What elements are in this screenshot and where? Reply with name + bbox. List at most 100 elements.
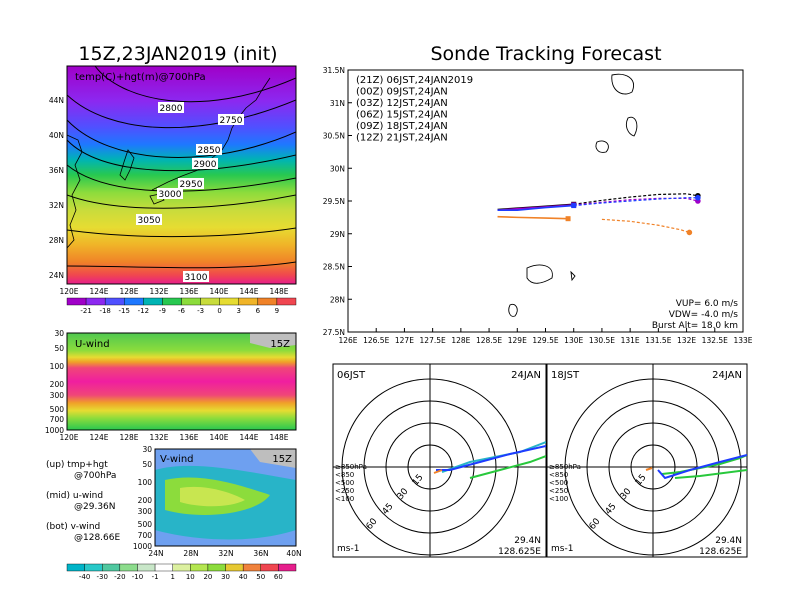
temp-colorbar-swatch [257, 297, 278, 306]
x-tick-label: 130E [564, 336, 583, 345]
lat-tick: 32N [218, 549, 233, 558]
temp-colorbar-swatch [124, 297, 144, 306]
hodo-unit: ms-1 [337, 544, 359, 554]
vwind-masked-area [250, 449, 296, 468]
temp-colorbar-swatch [66, 297, 87, 306]
info-vup: VUP= 6.0 m/s [676, 299, 739, 309]
lat-tick: 36N [253, 549, 268, 558]
lon-tick: 136E [179, 433, 198, 442]
legend-line: (mid) u-wind [46, 491, 103, 501]
lon-tick: 144E [239, 433, 258, 442]
temp-colorbar-label: -15 [119, 307, 130, 315]
coastline-japan [151, 77, 271, 191]
island-amami [526, 264, 553, 284]
wind-colorbar-swatch [242, 563, 261, 572]
uwind-time: 15Z [270, 339, 290, 350]
wind-colorbar-label: -1 [152, 573, 159, 581]
x-tick-label: 126.5E [363, 336, 389, 345]
temp-colorbar-label: -12 [138, 307, 149, 315]
track-burst-marker [565, 216, 571, 222]
map-label: temp(C)+hgt(m)@700hPa [75, 72, 206, 83]
map-frame [66, 65, 297, 285]
p-tick: 30 [142, 445, 152, 454]
lon-tick: 132E [149, 287, 168, 296]
contour-line [67, 261, 296, 269]
p-tick: 500 [50, 405, 65, 414]
hodo-trace-250 [674, 469, 747, 479]
map-lat-ticks: 44N 40N 36N 32N 28N 24N [49, 96, 64, 280]
wind-colorbar-swatch [137, 563, 156, 572]
lat-tick: 32N [49, 201, 64, 210]
wind-colorbar-label: -20 [114, 573, 125, 581]
x-tick-label: 130.5E [589, 336, 615, 345]
hodo-legend-item: <250 [335, 487, 354, 495]
x-tick-label: 132E [677, 336, 696, 345]
hodo-date: 24JAN [712, 370, 742, 381]
track-line-dashed [573, 193, 698, 205]
wind-colorbar-label: 40 [239, 573, 248, 581]
coastline-kyushu [149, 193, 165, 205]
lon-tick: 136E [179, 287, 198, 296]
temp-map: 2750 2800 2850 2900 2950 3000 3050 3100 … [49, 65, 297, 315]
track-line-solid [497, 215, 569, 220]
uwind-label: U-wind [75, 339, 110, 350]
wind-colorbar: -40 -30 -20 -10 -1 1 10 20 30 40 50 60 [66, 563, 297, 581]
track-line-dashed [573, 197, 698, 206]
track-burst-marker [571, 203, 577, 209]
wind-colorbar-swatch [190, 563, 209, 572]
hodo-legend-item: <500 [335, 479, 354, 487]
wind-colorbar-swatch [260, 563, 279, 572]
map-lon-ticks: 120E 124E 128E 132E 136E 140E 144E 148E [59, 287, 288, 296]
vwind-p-ticks: 30 50 100 200 300 500 700 1000 [133, 445, 152, 551]
y-tick-label: 29.5N [323, 197, 345, 206]
y-tick-label: 28.5N [323, 263, 345, 272]
hodo-date: 24JAN [511, 370, 541, 381]
hodo-trace-100 [657, 454, 747, 480]
x-tick-label: 132.5E [702, 336, 728, 345]
temp-colorbar-swatch [200, 297, 220, 306]
temp-colorbar-swatch [276, 297, 297, 306]
temp-colorbar-swatch [104, 297, 125, 306]
contour-line [67, 94, 296, 128]
p-tick: 1000 [133, 542, 152, 551]
hodo-lat: 29.4N [715, 536, 742, 546]
vwind-time: 15Z [272, 454, 292, 465]
contour-label-2850: 2850 [198, 146, 221, 156]
uwind-masked-area [250, 333, 296, 348]
lat-tick: 24N [49, 271, 64, 280]
legend-line: (up) tmp+hgt [46, 460, 108, 470]
hodo-legend-item: <100 [549, 495, 568, 503]
wind-colorbar-swatch [154, 563, 173, 572]
hodo-legend: ≥850hPa <850 <500 <250 <100 [549, 463, 581, 503]
hodo-lon: 128.625E [699, 547, 742, 557]
hodograph-06jst: 06JST 24JAN 29.4N 128.625E ms-1 15 30 45… [332, 363, 547, 558]
track-chart: 126E 126.5E 127E 127.5E 128E 128.5E 129E 129.5E… [323, 66, 753, 345]
track-legend-item: (12Z) 21JST,24JAN [356, 133, 448, 144]
wind-colorbar-swatch [66, 563, 85, 572]
islands [508, 73, 638, 317]
coastline-china [67, 134, 83, 249]
island-kyushu-tip [611, 73, 634, 95]
legend-line: @700hPa [74, 471, 116, 481]
coastline [67, 77, 271, 249]
wind-colorbar-swatch [119, 563, 138, 572]
track-legend-item: (03Z) 12JST,24JAN [356, 98, 448, 109]
contour-line [94, 66, 296, 103]
temp-colorbar: -21 -18 -15 -12 -9 -6 -3 0 3 6 9 [66, 297, 297, 315]
hodo-legend-item: <100 [335, 495, 354, 503]
coastline-korea [119, 149, 135, 181]
temp-colorbar-swatch [219, 297, 239, 306]
info-burst-alt: Burst Alt= 18.0 km [652, 321, 738, 331]
info-vdw: VDW= -4.0 m/s [669, 310, 739, 320]
hodo-trace-850 [433, 469, 443, 474]
x-tick-label: 127E [395, 336, 414, 345]
temp-colorbar-label: -6 [178, 307, 186, 315]
lat-tick: 36N [49, 166, 64, 175]
track-landing-point [686, 229, 693, 236]
island-yakushima [595, 140, 609, 153]
contour-line [67, 194, 296, 209]
sonde-parameters: VUP= 6.0 m/s VDW= -4.0 m/s Burst Alt= 18… [652, 299, 738, 331]
p-tick: 200 [138, 496, 153, 505]
temp-colorbar-swatch [238, 297, 259, 306]
hodo-trace-500 [469, 455, 546, 479]
